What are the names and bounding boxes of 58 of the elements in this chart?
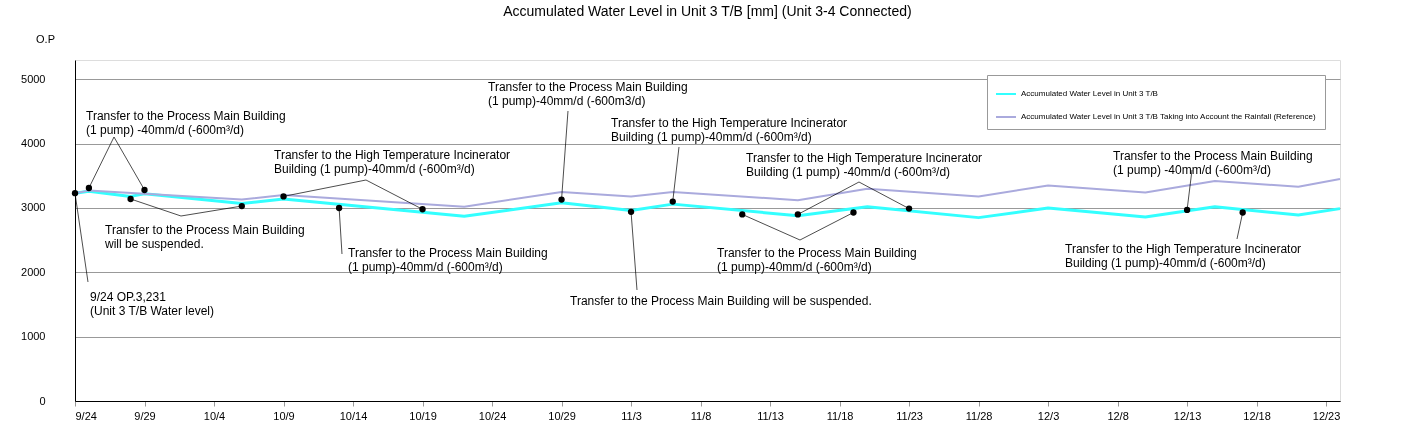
- y-tick-label: 2000: [21, 265, 46, 278]
- point: [739, 211, 746, 218]
- x-tick-label: 10/19: [409, 409, 437, 422]
- legend-label: Accumulated Water Level in Unit 3 T/B Taking into Account the Rainfall (Reference): [1021, 112, 1316, 121]
- y-tick-label: 4000: [21, 137, 46, 150]
- x-tick-label: 10/29: [548, 409, 576, 422]
- annotation: Transfer to the High Temperature Incinerator Building (1 pump)-40mm/d (-600m³/d): [1065, 242, 1302, 270]
- annotation: Transfer to the High Temperature Incinerator Building (1 pump)-40mm/d (-600m³/d): [611, 116, 848, 144]
- annotation: Transfer to the Process Main Building (1 pump) -40mm/d (-600m³/d): [86, 109, 286, 137]
- x-tick-label: 10/9: [273, 409, 295, 422]
- annotation: Transfer to the Process Main Building (1 pump) -40mm/d (-600m³/d): [1113, 149, 1313, 177]
- x-tick-label: 12/23: [1312, 409, 1341, 422]
- x-tick-label: 12/3: [1037, 409, 1060, 422]
- point: [419, 206, 426, 213]
- y-tick-label: 1000: [21, 330, 46, 343]
- x-tick-label: 11/3: [621, 409, 642, 422]
- x-tick-label: 12/18: [1243, 409, 1271, 422]
- y-tick-label: 0: [39, 394, 46, 407]
- point: [627, 208, 635, 215]
- x-tick-label: 11/18: [826, 409, 854, 422]
- point: [280, 193, 287, 200]
- x-tick-label: 12/8: [1107, 409, 1129, 422]
- legend-label: Accumulated Water Level in Unit 3 T/B: [1021, 89, 1158, 98]
- point: [141, 186, 148, 194]
- chart-title: Accumulated Water Level in Unit 3 T/B [mm] (Unit 3-4 Connected): [503, 3, 912, 19]
- x-tick-label: 9/29: [134, 409, 156, 422]
- annotation: 9/24 OP.3,231 (Unit 3 T/B Water level): [90, 290, 215, 318]
- x-tick-label: 12/13: [1173, 409, 1202, 422]
- x-tick-label: 10/24: [478, 409, 507, 422]
- annotation: Transfer to the High Temperature Incinerator Building (1 pump)-40mm/d (-600m³/d): [274, 148, 511, 176]
- point: [669, 198, 676, 205]
- annotation: Transfer to the High Temperature Incinerator Building (1 pump) -40mm/d (-600m³/d): [746, 151, 983, 179]
- x-tick-label: 9/24: [75, 409, 97, 422]
- point: [850, 209, 857, 216]
- x-tick-label: 10/14: [339, 409, 368, 422]
- x-tick-label: 11/13: [757, 409, 784, 422]
- point: [905, 205, 913, 212]
- annotation: Transfer to the Process Main Building will be suspended.: [104, 223, 305, 251]
- point: [1239, 209, 1246, 216]
- point: [238, 202, 245, 210]
- y-tick-label: 3000: [21, 201, 46, 214]
- point: [1183, 206, 1191, 214]
- y-tick-label: 5000: [21, 72, 46, 85]
- x-tick-label: 11/23: [896, 409, 923, 422]
- point: [127, 195, 134, 203]
- annotation: Transfer to the Process Main Building (1 pump)-40mm/d (-600m³/d): [717, 246, 917, 274]
- y-axis-title: O.P: [36, 32, 55, 45]
- x-tick-label: 11/28: [965, 409, 993, 422]
- point: [71, 190, 79, 197]
- point: [335, 204, 343, 212]
- point: [85, 184, 93, 192]
- x-tick-label: 10/4: [203, 409, 226, 422]
- x-tick-label: 11/8: [690, 409, 712, 422]
- annotation: Transfer to the Process Main Building will be suspended.: [570, 294, 872, 308]
- point: [794, 211, 802, 218]
- annotation: Transfer to the Process Main Building (1 pump)-40mm/d (-600m³/d): [348, 246, 548, 274]
- point: [558, 196, 565, 203]
- annotation: Transfer to the Process Main Building (1 pump)-40mm/d (-600m3/d): [488, 80, 688, 108]
